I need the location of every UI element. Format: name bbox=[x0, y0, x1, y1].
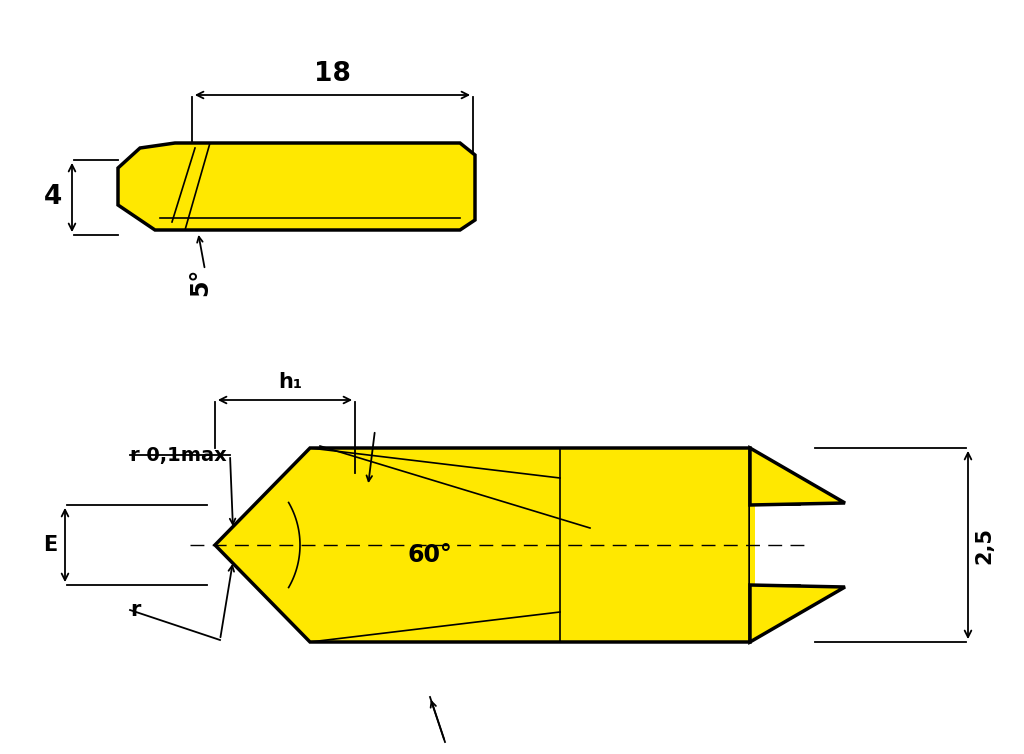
Polygon shape bbox=[750, 585, 845, 642]
Text: r: r bbox=[130, 600, 140, 620]
Text: 5°: 5° bbox=[188, 268, 212, 296]
Polygon shape bbox=[750, 505, 755, 585]
Text: r 0,1max: r 0,1max bbox=[130, 446, 226, 464]
Text: E: E bbox=[43, 535, 57, 555]
Text: 2,5: 2,5 bbox=[974, 526, 994, 563]
Polygon shape bbox=[118, 143, 475, 230]
Text: 4: 4 bbox=[44, 185, 62, 210]
Text: 60°: 60° bbox=[408, 543, 453, 567]
Text: h₁: h₁ bbox=[278, 372, 302, 392]
Polygon shape bbox=[215, 448, 750, 642]
Text: 18: 18 bbox=[314, 61, 351, 87]
Polygon shape bbox=[750, 448, 845, 505]
